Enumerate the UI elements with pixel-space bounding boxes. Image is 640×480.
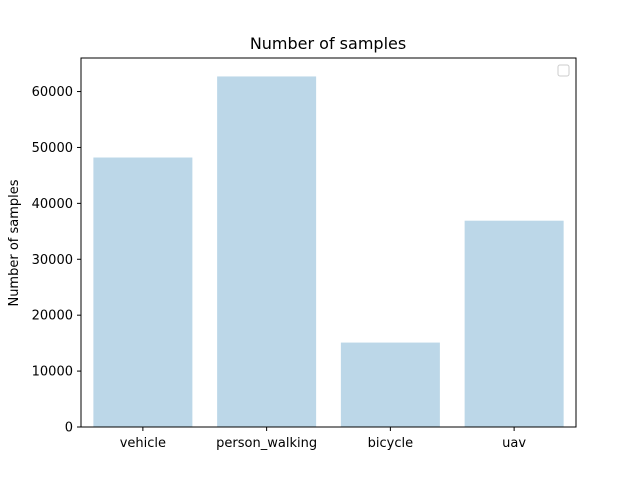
y-tick-label: 0: [65, 421, 73, 436]
y-tick-label: 60000: [32, 85, 73, 100]
y-tick-label: 10000: [32, 365, 73, 380]
chart-title: Number of samples: [250, 34, 406, 53]
bar-bicycle: [340, 342, 440, 427]
y-tick-label: 40000: [32, 197, 73, 212]
bar-uav: [464, 220, 564, 427]
x-tick-label: person_walking: [216, 436, 317, 451]
x-tick-label: uav: [502, 436, 526, 451]
y-axis-label: Number of samples: [7, 179, 22, 306]
x-tick-label: bicycle: [368, 436, 413, 451]
y-tick-label: 50000: [32, 141, 73, 156]
plot-area: vehicle person_walking bicycle uav 0 10000 200…: [32, 57, 577, 451]
y-tick-label: 30000: [32, 253, 73, 268]
x-tick-label: vehicle: [120, 436, 166, 451]
legend-box: [557, 64, 570, 77]
y-tick-label: 20000: [32, 309, 73, 324]
bar-vehicle: [93, 157, 193, 427]
bar-person_walking: [217, 76, 317, 427]
plot-frame: [80, 57, 577, 428]
